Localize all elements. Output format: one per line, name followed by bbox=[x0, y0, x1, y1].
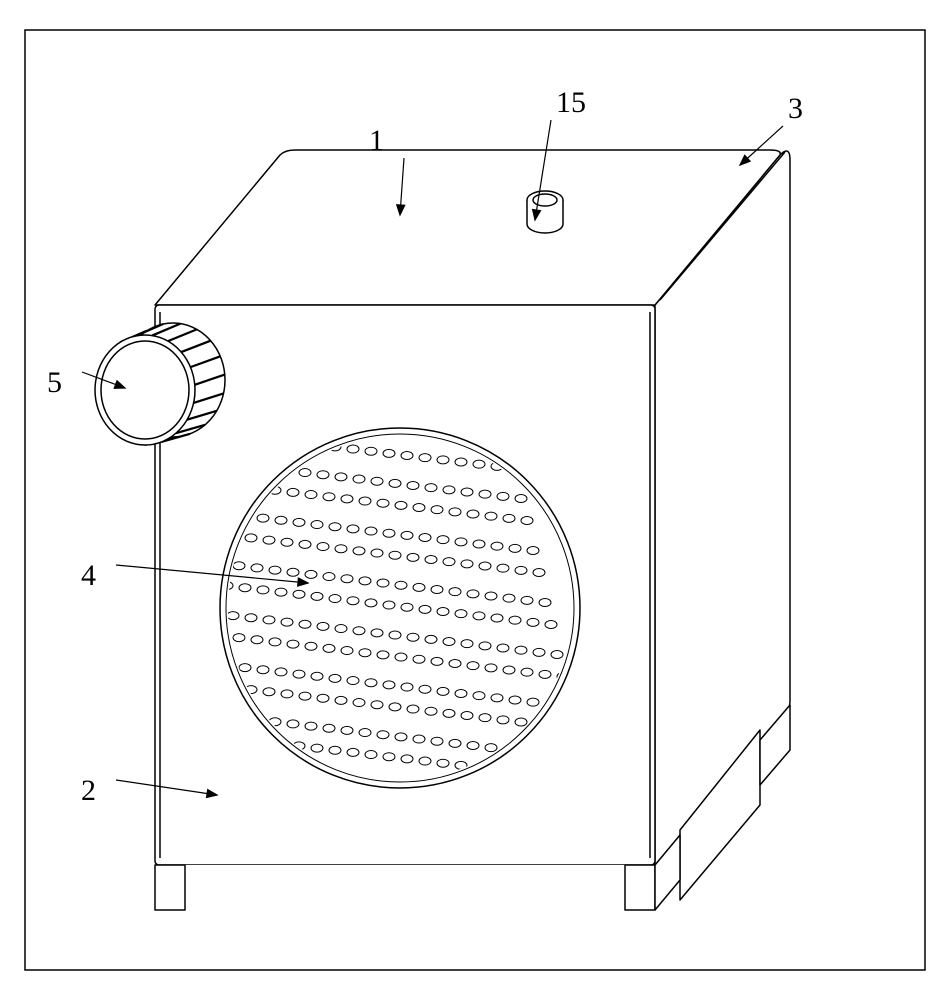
top-port bbox=[527, 191, 563, 233]
callout-label-right_face: 3 bbox=[788, 92, 803, 125]
callout-label-knob: 5 bbox=[47, 366, 62, 399]
callout-label-grille: 4 bbox=[81, 559, 96, 592]
callout-label-front_face: 2 bbox=[81, 774, 96, 807]
callout-label-top_face: 1 bbox=[369, 124, 384, 157]
callout-label-top_port: 15 bbox=[556, 86, 586, 119]
